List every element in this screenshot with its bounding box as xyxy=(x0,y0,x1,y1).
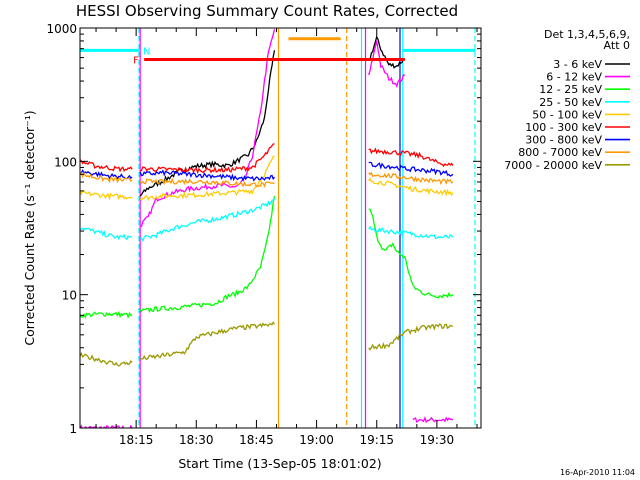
y-tick-label-1: 10 xyxy=(62,289,77,303)
series-3-seg-2 xyxy=(368,225,454,240)
legend-label-4: 50 - 100 keV xyxy=(532,108,602,121)
series-3-seg-0 xyxy=(80,227,133,241)
series-8-seg-1 xyxy=(139,321,276,361)
series-6-seg-0 xyxy=(80,168,133,180)
y-tick-label-0: 1 xyxy=(69,422,77,436)
plot-area: NF 18:15 18:30 18:45 19:00 19:15 19:30 1 10 100 10… xyxy=(46,22,482,447)
series-5-seg-1 xyxy=(140,143,275,175)
x-tick-label-2: 18:45 xyxy=(239,433,274,447)
legend-header-0: Det 1,3,4,5,6,9, xyxy=(544,28,630,41)
series-2-seg-1 xyxy=(139,195,276,313)
series-8-seg-2 xyxy=(368,323,454,351)
legend-label-6: 300 - 800 keV xyxy=(525,134,602,147)
series-4-seg-0 xyxy=(80,190,133,201)
series-6-seg-1 xyxy=(139,169,276,182)
legend-label-2: 12 - 25 keV xyxy=(539,83,602,96)
x-axis-label: Start Time (13-Sep-05 18:01:02) xyxy=(178,456,381,471)
legend-label-7: 800 - 7000 keV xyxy=(518,146,602,159)
series-7-seg-2 xyxy=(368,171,454,186)
series-7-seg-0 xyxy=(80,171,133,184)
extra-trace-0-seg-1 xyxy=(412,416,454,424)
legend-label-3: 25 - 50 keV xyxy=(539,96,602,109)
flag-label-1: F xyxy=(133,56,139,67)
y-tick-label-3: 1000 xyxy=(46,22,77,36)
x-tick-label-1: 18:30 xyxy=(179,433,214,447)
x-tick-label-0: 18:15 xyxy=(119,433,154,447)
legend-label-5: 100 - 300 keV xyxy=(525,121,602,134)
x-tick-label-4: 19:15 xyxy=(359,433,394,447)
flag-label-0: N xyxy=(143,46,150,57)
series-1-seg-1 xyxy=(368,40,406,89)
series-3-seg-1 xyxy=(140,198,275,243)
x-tick-label-5: 19:30 xyxy=(420,433,455,447)
series-7-seg-1 xyxy=(139,177,275,188)
chart-title: HESSI Observing Summary Count Rates, Cor… xyxy=(76,2,458,20)
plot-data: NF xyxy=(80,28,476,428)
series-4-seg-1 xyxy=(139,155,275,202)
series-1-seg-0 xyxy=(140,29,276,227)
legend-header-1: Att 0 xyxy=(604,39,630,52)
series-4-seg-2 xyxy=(368,177,454,197)
series-0-seg-0 xyxy=(139,50,276,197)
timestamp: 16-Apr-2010 11:04 xyxy=(560,468,635,477)
y-axis-label: Corrected Count Rate (s⁻¹ detector⁻¹) xyxy=(22,110,37,345)
series-2-seg-2 xyxy=(368,208,454,299)
legend-label-1: 6 - 12 keV xyxy=(546,71,602,84)
series-2-seg-0 xyxy=(80,310,133,319)
series-6-seg-2 xyxy=(368,161,454,177)
y-tick-label-2: 100 xyxy=(54,155,77,169)
x-tick-label-3: 19:00 xyxy=(299,433,334,447)
series-5-seg-0 xyxy=(80,159,133,173)
series-5-seg-2 xyxy=(368,147,454,168)
legend-label-8: 7000 - 20000 keV xyxy=(504,159,602,172)
series-8-seg-0 xyxy=(80,351,133,367)
plot-frame xyxy=(79,27,482,429)
legend-label-0: 3 - 6 keV xyxy=(553,58,602,71)
